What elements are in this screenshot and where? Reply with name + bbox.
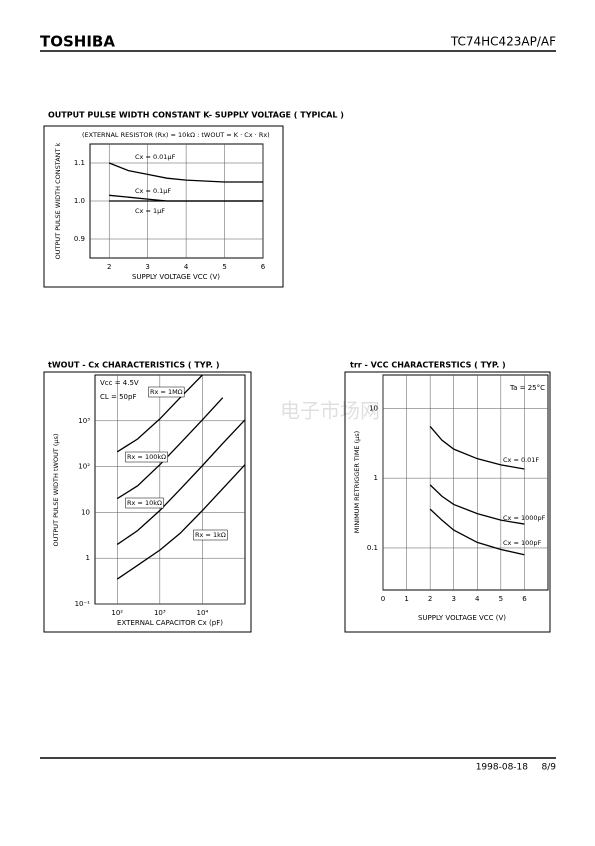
x-tick-label: 4 bbox=[475, 595, 480, 603]
chart-frame bbox=[43, 371, 252, 633]
brand: TOSHIBA bbox=[40, 33, 115, 51]
x-tick-label: 5 bbox=[499, 595, 503, 603]
part-number: TC74HC423AP/AF bbox=[450, 35, 556, 49]
chart-frame bbox=[344, 371, 551, 633]
x-tick-label: 2 bbox=[428, 595, 432, 603]
y-tick-label: 0.1 bbox=[367, 544, 378, 552]
x-tick-label: 6 bbox=[522, 595, 527, 603]
x-tick-label: 4 bbox=[184, 263, 189, 271]
y-tick-label: 1.0 bbox=[74, 197, 85, 205]
x-axis-label: EXTERNAL CAPACITOR Cx (pF) bbox=[117, 619, 223, 627]
label-box bbox=[148, 386, 185, 398]
series-label: Cx = 0.01μF bbox=[135, 153, 176, 161]
series-line bbox=[116, 419, 246, 545]
label-box bbox=[125, 451, 168, 463]
x-tick-label: 10⁴ bbox=[197, 609, 209, 617]
series-line bbox=[108, 162, 263, 183]
annotation: CL = 50pF bbox=[100, 393, 136, 401]
series-label: Cx = 1μF bbox=[135, 207, 165, 215]
footer-page: 8/9 bbox=[542, 763, 557, 773]
x-tick-label: 10² bbox=[111, 609, 123, 617]
series-label: Cx = 100pF bbox=[503, 539, 541, 547]
series-line bbox=[116, 374, 203, 453]
y-tick-label: 1 bbox=[374, 474, 378, 482]
y-axis-label: OUTPUT PULSE WIDTH CONSTANT k bbox=[54, 142, 62, 259]
series-label: Cx = 1000pF bbox=[503, 514, 546, 522]
y-axis-label: OUTPUT PULSE WIDTH tWOUT (μs) bbox=[52, 434, 60, 547]
y-tick-label: 10 bbox=[81, 508, 90, 516]
y-tick-label: 10 bbox=[369, 404, 378, 412]
y-tick-label: 1 bbox=[86, 554, 90, 562]
y-tick-label: 10³ bbox=[78, 417, 90, 425]
chart-title: tWOUT - Cx CHARACTERISTICS ( TYP. ) bbox=[48, 361, 219, 370]
x-tick-label: 2 bbox=[107, 263, 111, 271]
x-tick-label: 5 bbox=[222, 263, 226, 271]
plot-area bbox=[382, 374, 549, 591]
y-tick-label: 0.9 bbox=[74, 235, 85, 243]
series-label: Cx = 0.1μF bbox=[135, 187, 171, 195]
annotation: Ta = 25°C bbox=[509, 384, 545, 392]
series-line bbox=[116, 464, 246, 580]
chart-subtitle: (EXTERNAL RESISTOR (Rx) = 10kΩ : tWOUT =… bbox=[82, 131, 270, 139]
y-tick-label: 10⁻¹ bbox=[75, 600, 91, 608]
label-box bbox=[125, 497, 164, 509]
annotation: Vcc = 4.5V bbox=[100, 379, 139, 387]
series-line bbox=[429, 484, 525, 525]
series-label: Rx = 1kΩ bbox=[195, 531, 226, 539]
series-label: Rx = 1MΩ bbox=[150, 388, 183, 396]
series-label: Cx = 0.01F bbox=[503, 456, 539, 464]
chart-frame bbox=[43, 125, 284, 288]
x-tick-label: 3 bbox=[451, 595, 455, 603]
y-axis-label: MINIMUM RETRIGGER TIME (μs) bbox=[353, 431, 361, 533]
chart-title: trr - VCC CHARACTERSTICS ( TYP. ) bbox=[350, 361, 506, 370]
y-tick-label: 10² bbox=[78, 463, 90, 471]
x-tick-label: 10³ bbox=[154, 609, 166, 617]
footer-date: 1998-08-18 bbox=[476, 763, 529, 773]
series-line bbox=[429, 426, 525, 470]
watermark: 电子市场网 bbox=[280, 399, 380, 423]
series-line bbox=[429, 508, 525, 556]
x-tick-label: 3 bbox=[145, 263, 149, 271]
x-tick-label: 6 bbox=[261, 263, 266, 271]
y-tick-label: 1.1 bbox=[74, 159, 85, 167]
chart-title: OUTPUT PULSE WIDTH CONSTANT K- SUPPLY VO… bbox=[48, 111, 344, 120]
series-label: Rx = 100kΩ bbox=[127, 453, 166, 461]
label-box bbox=[193, 529, 228, 541]
series-label: Rx = 10kΩ bbox=[127, 499, 162, 507]
series-line bbox=[116, 397, 224, 500]
x-axis-label: SUPPLY VOLTAGE VCC (V) bbox=[132, 273, 220, 281]
x-tick-label: 1 bbox=[404, 595, 408, 603]
x-tick-label: 0 bbox=[381, 595, 385, 603]
x-axis-label: SUPPLY VOLTAGE VCC (V) bbox=[418, 614, 506, 622]
